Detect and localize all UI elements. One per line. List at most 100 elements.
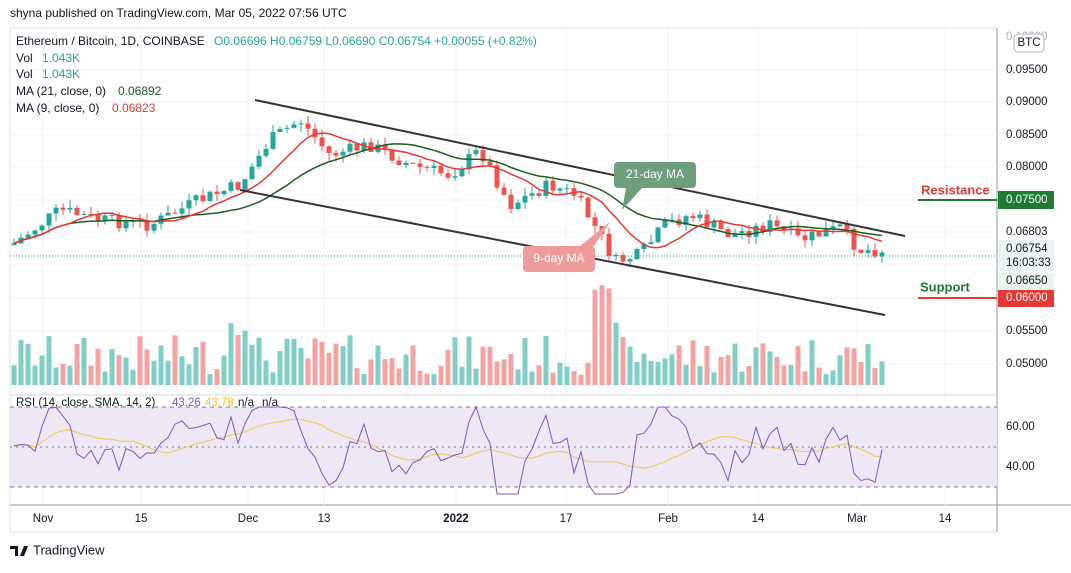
brand: TradingView: [33, 542, 105, 557]
volume-bar: [802, 371, 808, 385]
candle-body: [543, 180, 549, 196]
volume-bar: [102, 371, 108, 385]
candle-body: [844, 224, 850, 230]
volume-bar: [151, 360, 157, 385]
volume-bar: [872, 367, 878, 385]
volume-bar: [319, 341, 325, 385]
candle-body: [326, 146, 332, 153]
vol-value: 1.043K: [42, 51, 80, 65]
volume-bar: [277, 350, 283, 385]
logo: [10, 546, 28, 556]
volume-bar: [200, 341, 206, 385]
candle-body: [753, 225, 759, 237]
volume-bar: [578, 374, 584, 385]
candle-body: [641, 243, 647, 250]
currency-badge[interactable]: [1013, 33, 1045, 53]
candle-body: [438, 165, 444, 174]
candle-body: [508, 194, 514, 210]
volume-bar: [634, 361, 640, 385]
volume-bar: [214, 369, 220, 385]
resistance-badge: [998, 191, 1054, 209]
candle-body: [564, 188, 570, 190]
candle-body: [109, 214, 115, 216]
candle-body: [501, 187, 507, 195]
rsi-na: n/a: [238, 397, 255, 409]
volume-bar: [739, 371, 745, 385]
candle-body: [333, 152, 339, 156]
price-label: 0.06000: [1006, 292, 1048, 304]
ma9-line: [13, 132, 883, 249]
candle-body: [221, 190, 227, 195]
candle-body: [144, 220, 150, 231]
volume-bar: [466, 336, 472, 385]
volume-bar: [760, 343, 766, 385]
volume-bar: [81, 337, 87, 385]
price-label: 0.06650: [1006, 275, 1048, 287]
volume-bar: [32, 365, 38, 385]
support-badge: [998, 290, 1054, 307]
time-label: Feb: [658, 513, 678, 525]
volume-bar: [718, 356, 724, 385]
volume-bar: [53, 367, 59, 385]
candle-body: [816, 231, 822, 237]
candle-body: [669, 219, 675, 221]
time-label: 14: [939, 513, 952, 525]
volume-bar: [781, 365, 787, 385]
currency-badge-text[interactable]: BTC: [1018, 37, 1041, 49]
candle-body: [263, 149, 269, 156]
candle-body: [410, 162, 416, 164]
resistance-annotation: Resistance: [921, 182, 990, 197]
candle-body: [95, 214, 101, 221]
ma21-label: MA (21, close, 0): [16, 84, 106, 98]
volume-bar: [837, 355, 843, 385]
candle-body: [858, 249, 864, 253]
volume-bar: [368, 359, 374, 385]
candle-body: [634, 249, 640, 260]
volume-bar: [109, 349, 115, 385]
volume-bar: [137, 336, 143, 385]
candle-body: [200, 195, 206, 202]
price-label: 0.09000: [1006, 96, 1048, 108]
volume-bar: [487, 346, 493, 385]
volume-bar: [536, 365, 542, 385]
candle-body: [648, 242, 654, 244]
candle-body: [102, 215, 108, 221]
volume-bar: [235, 334, 241, 385]
time-label: 2022: [443, 513, 469, 525]
volume-bar: [557, 362, 563, 385]
volume-bar: [144, 349, 150, 385]
volume-bar: [130, 369, 136, 385]
volume-bar: [333, 343, 339, 385]
volume-bar: [18, 339, 24, 385]
candle-body: [319, 137, 325, 147]
volume-bar: [746, 365, 752, 385]
volume-bar: [599, 285, 605, 385]
volume-bar: [459, 366, 465, 385]
volume-bar: [186, 364, 192, 385]
candle-body: [53, 207, 59, 214]
candle-body: [837, 224, 843, 227]
candle-body: [739, 231, 745, 233]
volume-bar: [74, 344, 80, 385]
candle-body: [683, 216, 689, 225]
candle-body: [620, 254, 626, 262]
volume-bar: [39, 355, 45, 385]
volume-bar: [550, 372, 556, 385]
volume-bar: [543, 335, 549, 385]
volume-bar: [690, 340, 696, 385]
volume-bar: [865, 344, 871, 385]
volume-bar: [354, 368, 360, 385]
volume-bar: [641, 353, 647, 385]
candle-body: [459, 169, 465, 177]
time-label: Dec: [238, 513, 259, 525]
symbol: Ethereum / Bitcoin, 1D, COINBASE: [16, 34, 205, 48]
candle-body: [165, 212, 171, 216]
ma9-label: MA (9, close, 0): [16, 101, 99, 115]
candle-body: [473, 150, 479, 155]
rsi-axis-label: 40.00: [1006, 461, 1035, 473]
candle-body: [25, 234, 31, 238]
volume-bar: [585, 362, 591, 385]
candle-body: [606, 233, 612, 257]
volume-bar: [669, 354, 675, 385]
channel-upper: [254, 99, 906, 237]
